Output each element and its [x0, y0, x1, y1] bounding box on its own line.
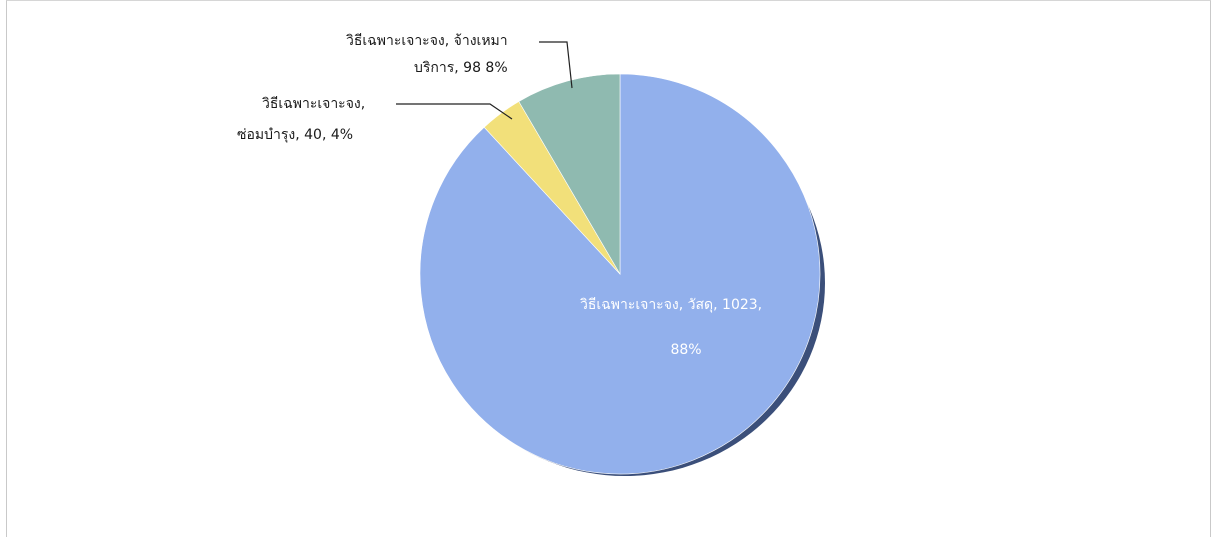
- pie-labels: วิธีเฉพาะเจาะจง, วัสดุ, 1023, 88% วิธีเฉ…: [237, 33, 762, 358]
- slice-label-1-line2: ซ่อมบำรุง, 40, 4%: [237, 127, 353, 143]
- leader-line-2: [539, 41, 573, 89]
- pie-slice-2: [518, 73, 621, 276]
- slice-label-1-line1: วิธีเฉพาะเจาะจง,: [262, 96, 365, 112]
- slice-label-2-line1: วิธีเฉพาะเจาะจง, จ้างเหมา: [346, 33, 508, 49]
- pie-slices: [419, 73, 821, 475]
- slice-label-0-line1: วิธีเฉพาะเจาะจง, วัสดุ, 1023,: [580, 297, 762, 313]
- pie-slice-0: [419, 73, 821, 475]
- leader-line-1: [396, 103, 513, 120]
- slice-label-2-line2: บริการ, 98 8%: [414, 60, 508, 76]
- slice-label-0-line2: 88%: [670, 342, 701, 358]
